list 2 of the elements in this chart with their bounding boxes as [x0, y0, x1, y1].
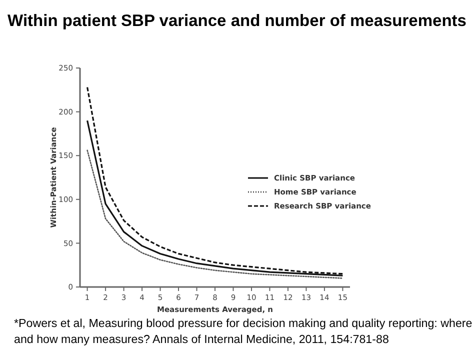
chart-title: Within patient SBP variance and number of measurements	[8, 12, 466, 30]
text: *Powers et al, Measuring blood pressure for decision making and quality reporting: where and how many measures? Annals of Internal Medicine, 2011, 154:781-88	[14, 317, 472, 346]
